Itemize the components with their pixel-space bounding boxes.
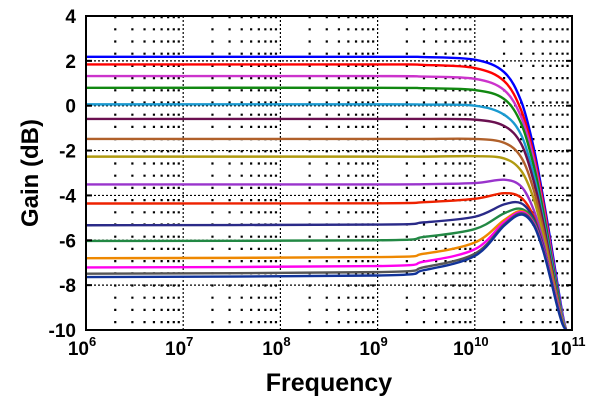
x-axis-label: Frequency	[266, 369, 393, 397]
x-tick-label: 108	[262, 334, 290, 360]
x-tick-label: 107	[165, 334, 193, 360]
y-axis-label: Gain (dB)	[17, 119, 44, 227]
series-line	[85, 212, 568, 331]
x-tick-label: 109	[359, 334, 387, 360]
y-tick-label: -8	[59, 276, 76, 297]
x-tick-label: 1011	[551, 334, 586, 360]
y-tick-label: -6	[59, 231, 76, 252]
series-line	[85, 213, 568, 331]
plot-frame	[85, 15, 573, 331]
series-line	[85, 209, 568, 331]
series-lines	[85, 55, 568, 331]
y-tick-label: -4	[59, 186, 76, 207]
series-line	[85, 207, 568, 331]
y-tick-label: 2	[65, 52, 76, 73]
series-line	[86, 154, 568, 331]
y-tick-label: 4	[65, 7, 76, 28]
series-line	[85, 55, 568, 331]
y-tick-label: 0	[65, 97, 76, 118]
x-tick-label: 1010	[453, 334, 489, 360]
y-tick-label: -2	[59, 142, 76, 163]
y-tick-label: -10	[49, 321, 76, 342]
grid	[85, 15, 572, 331]
